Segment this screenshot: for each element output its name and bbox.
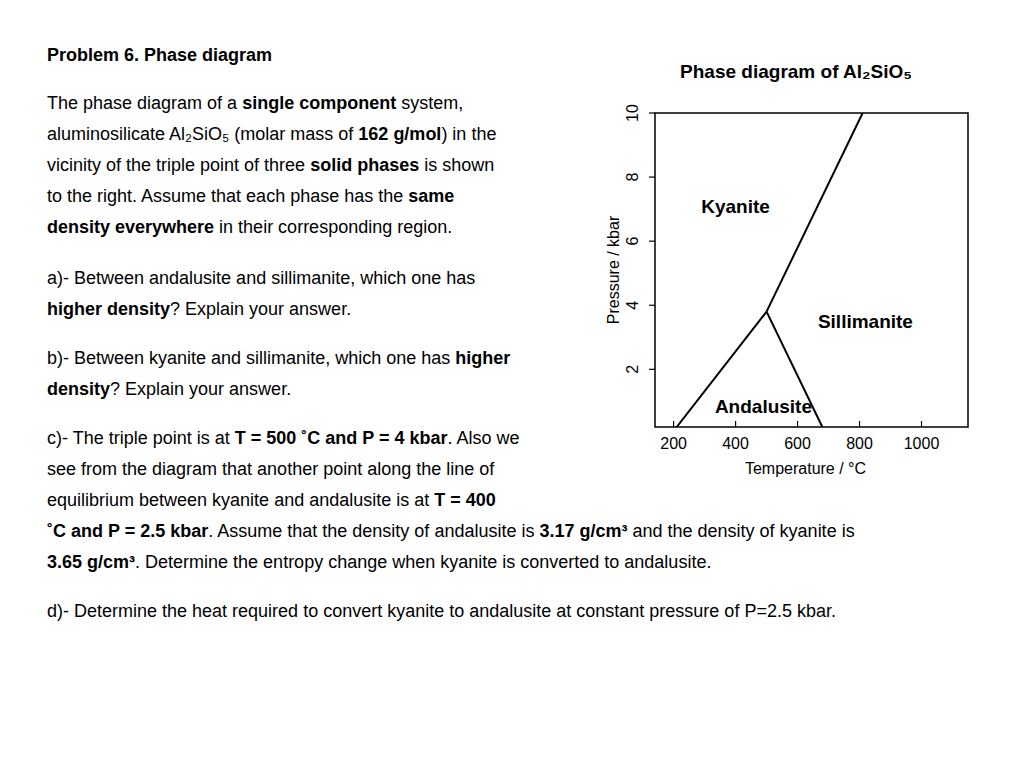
text-run: in their corresponding region. [214, 217, 452, 237]
text-run: density [47, 379, 110, 399]
text-run: 162 g/mol [358, 124, 441, 144]
text-run: see from the diagram that another point … [47, 459, 495, 479]
text-run: higher [455, 348, 510, 368]
text-run: vicinity of the triple point of three [47, 155, 310, 175]
text-run: single component [242, 93, 396, 113]
text-run: ˚C and P = 2.5 kbar [47, 521, 208, 541]
y-tick-label: 10 [624, 104, 641, 122]
y-tick-label: 4 [624, 301, 641, 310]
y-tick [649, 241, 655, 242]
phase-label: Sillimanite [818, 311, 913, 332]
y-tick-label: 6 [624, 237, 641, 246]
y-tick [649, 369, 655, 370]
y-tick [649, 176, 655, 177]
text-run: d)- Determine the heat required to conve… [47, 601, 836, 621]
phase-label: Kyanite [701, 196, 770, 217]
x-tick [735, 421, 736, 427]
y-axis-label: Pressure / kbar [605, 215, 622, 324]
text-line: a)- Between andalusite and sillimanite, … [47, 268, 475, 288]
x-tick [797, 421, 798, 427]
text-run: and the density of kyanite is [628, 521, 855, 541]
x-tick-label: 1000 [904, 435, 940, 452]
text-run: density everywhere [47, 217, 214, 237]
y-tick [649, 112, 655, 113]
text-line: density everywhere in their correspondin… [47, 217, 452, 237]
y-tick-label: 2 [624, 365, 641, 374]
text-run: same [408, 186, 454, 206]
text-run: T = 500 ˚C and P = 4 kbar [235, 428, 448, 448]
page: Problem 6. Phase diagram The phase diagra… [0, 0, 1024, 766]
text-run: aluminosilicate Al₂SiO₅ (molar mass of [47, 124, 358, 144]
x-axis-label: Temperature / °C [745, 460, 866, 477]
text-line: higher density? Explain your answer. [47, 299, 351, 319]
text-run: to the right. Assume that each phase has… [47, 186, 408, 206]
text-line: 3.65 g/cm³. Determine the entropy change… [47, 552, 711, 572]
text-run: ) in the [441, 124, 496, 144]
phase-boundary [767, 113, 863, 312]
chart-title: Phase diagram of Al₂SiO₅ [680, 61, 912, 82]
text-line: see from the diagram that another point … [47, 459, 495, 479]
text-line: b)- Between kyanite and sillimanite, whi… [47, 348, 510, 368]
text-run: solid phases [310, 155, 419, 175]
text-run: equilibrium between kyanite and andalusi… [47, 490, 434, 510]
text-run: is shown [419, 155, 494, 175]
y-tick-label: 8 [624, 173, 641, 182]
text-run: 3.65 g/cm³ [47, 552, 135, 572]
text-run: The phase diagram of a [47, 93, 242, 113]
y-tick [649, 305, 655, 306]
text-line: density? Explain your answer. [47, 379, 291, 399]
x-tick-label: 400 [722, 435, 749, 452]
x-tick-label: 200 [660, 435, 687, 452]
x-tick-label: 600 [784, 435, 811, 452]
text-run: . Assume that the density of andalusite … [208, 521, 539, 541]
x-tick-label: 800 [846, 435, 873, 452]
text-run: higher density [47, 299, 170, 319]
text-line: c)- The triple point is at T = 500 ˚C an… [47, 428, 520, 448]
text-run: a)- Between andalusite and sillimanite, … [47, 268, 475, 288]
text-run: b)- Between kyanite and sillimanite, whi… [47, 348, 455, 368]
text-run: ? Explain your answer. [170, 299, 351, 319]
x-tick [859, 421, 860, 427]
text-line: d)- Determine the heat required to conve… [47, 601, 836, 621]
text-run: ? Explain your answer. [110, 379, 291, 399]
problem-title: Problem 6. Phase diagram [47, 45, 272, 65]
plot-frame [655, 113, 968, 427]
text-line: equilibrium between kyanite and andalusi… [47, 490, 496, 510]
phase-label: Andalusite [715, 396, 812, 417]
text-run: T = 400 [434, 490, 496, 510]
text-line: The phase diagram of a single component … [47, 93, 463, 113]
text-line: aluminosilicate Al₂SiO₅ (molar mass of 1… [47, 124, 496, 144]
text-run: system, [396, 93, 463, 113]
text-line: vicinity of the triple point of three so… [47, 155, 494, 175]
plot-lines [677, 113, 863, 427]
x-tick [921, 421, 922, 427]
text-line: to the right. Assume that each phase has… [47, 186, 454, 206]
text-run: . Also we [448, 428, 520, 448]
text-run: 3.17 g/cm³ [539, 521, 627, 541]
text-line: ˚C and P = 2.5 kbar. Assume that the den… [47, 521, 855, 541]
x-tick [673, 421, 674, 427]
text-run: c)- The triple point is at [47, 428, 235, 448]
text-run: . Determine the entropy change when kyan… [135, 552, 711, 572]
